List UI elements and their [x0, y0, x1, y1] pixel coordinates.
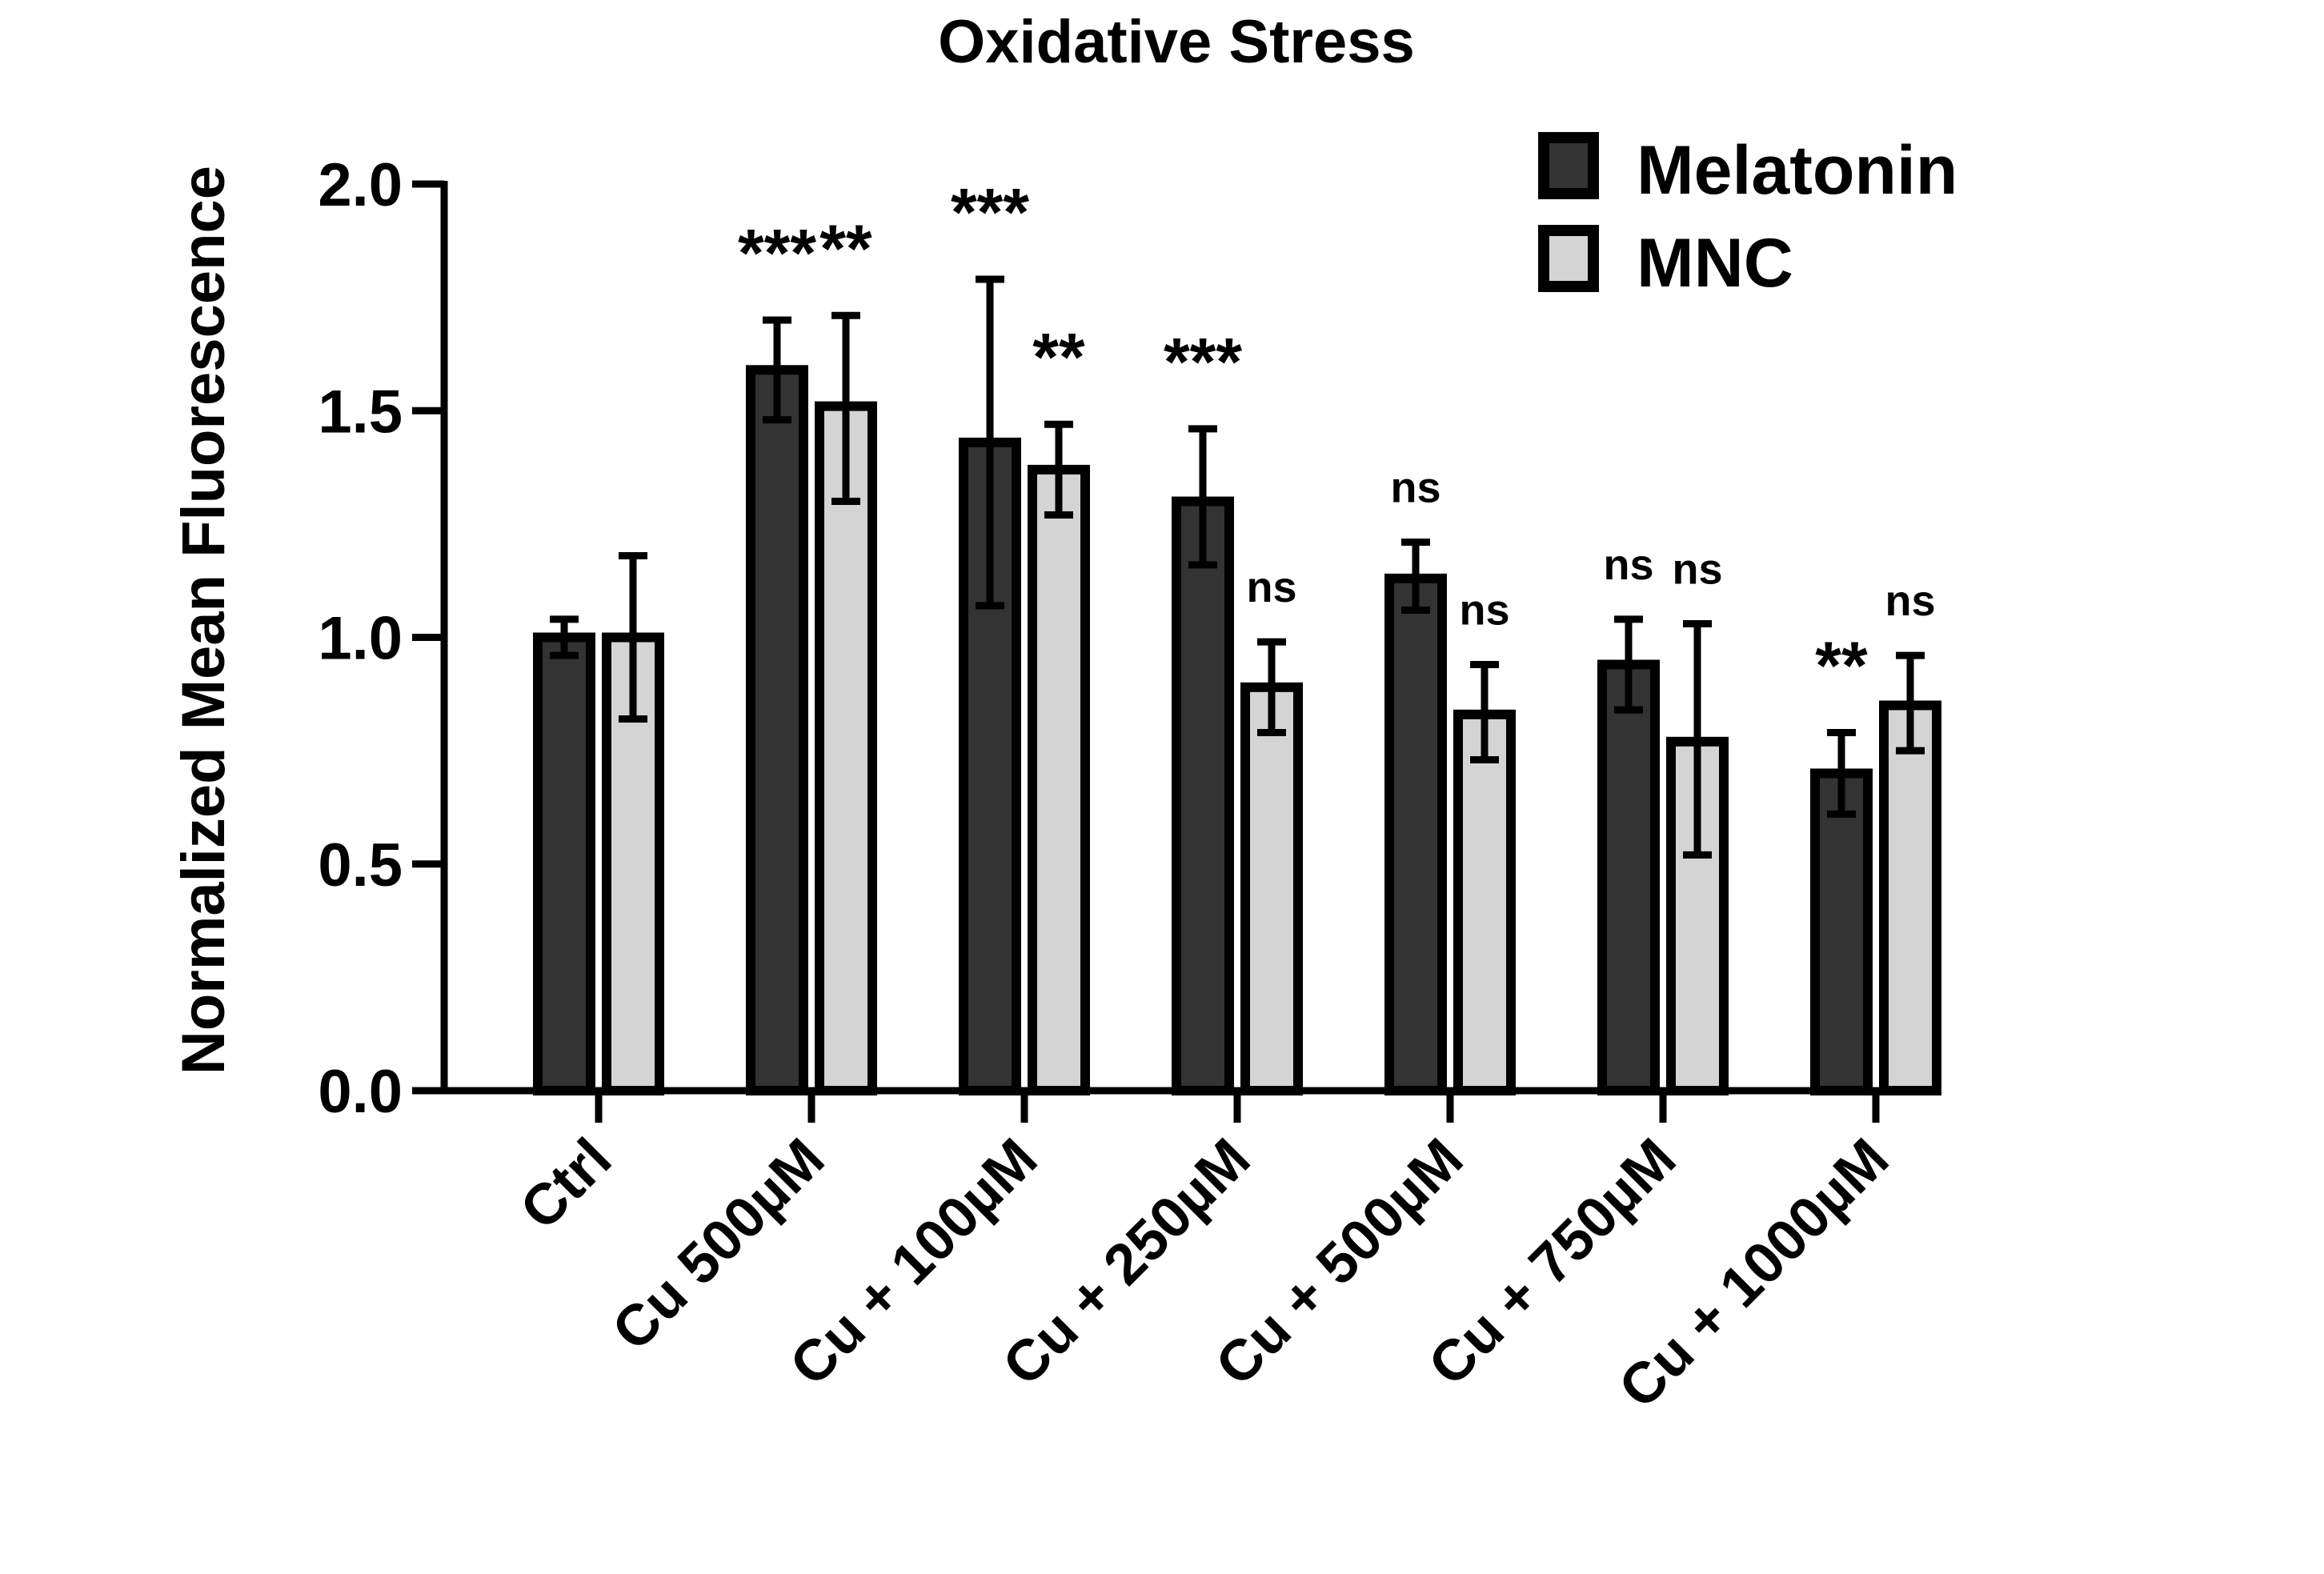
- bar: [1879, 700, 1941, 1095]
- legend: Melatonin MNC: [1538, 132, 1957, 302]
- significance-label: ns: [1672, 546, 1722, 594]
- significance-label: ns: [1885, 577, 1935, 625]
- significance-label: ***: [951, 174, 1029, 250]
- bar: [1384, 573, 1447, 1095]
- bar: [1172, 496, 1234, 1095]
- bar: [815, 401, 877, 1095]
- significance-label: **: [819, 210, 872, 286]
- x-tick-label: Cu 500µM: [600, 1127, 836, 1363]
- significance-label: **: [1032, 319, 1085, 395]
- y-tick-label: 1.5: [318, 378, 403, 446]
- y-axis-label: Normalized Mean Fluorescence: [170, 166, 238, 1075]
- significance-label: ns: [1390, 464, 1440, 512]
- legend-swatch: [1538, 132, 1599, 199]
- y-tick-label: 0.5: [318, 831, 403, 899]
- significance-label: ns: [1246, 563, 1296, 611]
- significance-label: ns: [1603, 541, 1653, 589]
- legend-label: Melatonin: [1637, 132, 1957, 209]
- bar: [1597, 659, 1660, 1095]
- significance-label: ***: [1164, 324, 1242, 399]
- bar: [1028, 464, 1090, 1095]
- bar: [1810, 768, 1873, 1095]
- bar: [533, 632, 595, 1095]
- significance-label: ns: [1459, 586, 1509, 634]
- y-tick-label: 1.0: [318, 605, 403, 673]
- bar: [1453, 709, 1516, 1095]
- legend-swatch: [1538, 225, 1599, 292]
- y-tick-label: 2.0: [318, 151, 403, 219]
- bar: [1240, 682, 1303, 1095]
- significance-label: **: [1815, 627, 1868, 703]
- y-tick-label: 0.0: [318, 1058, 403, 1126]
- x-tick-label: Ctrl: [508, 1127, 623, 1242]
- chart-title: Oxidative Stress: [938, 8, 1415, 76]
- bar: [746, 365, 808, 1095]
- significance-label: ***: [738, 215, 816, 290]
- legend-label: MNC: [1637, 225, 1793, 302]
